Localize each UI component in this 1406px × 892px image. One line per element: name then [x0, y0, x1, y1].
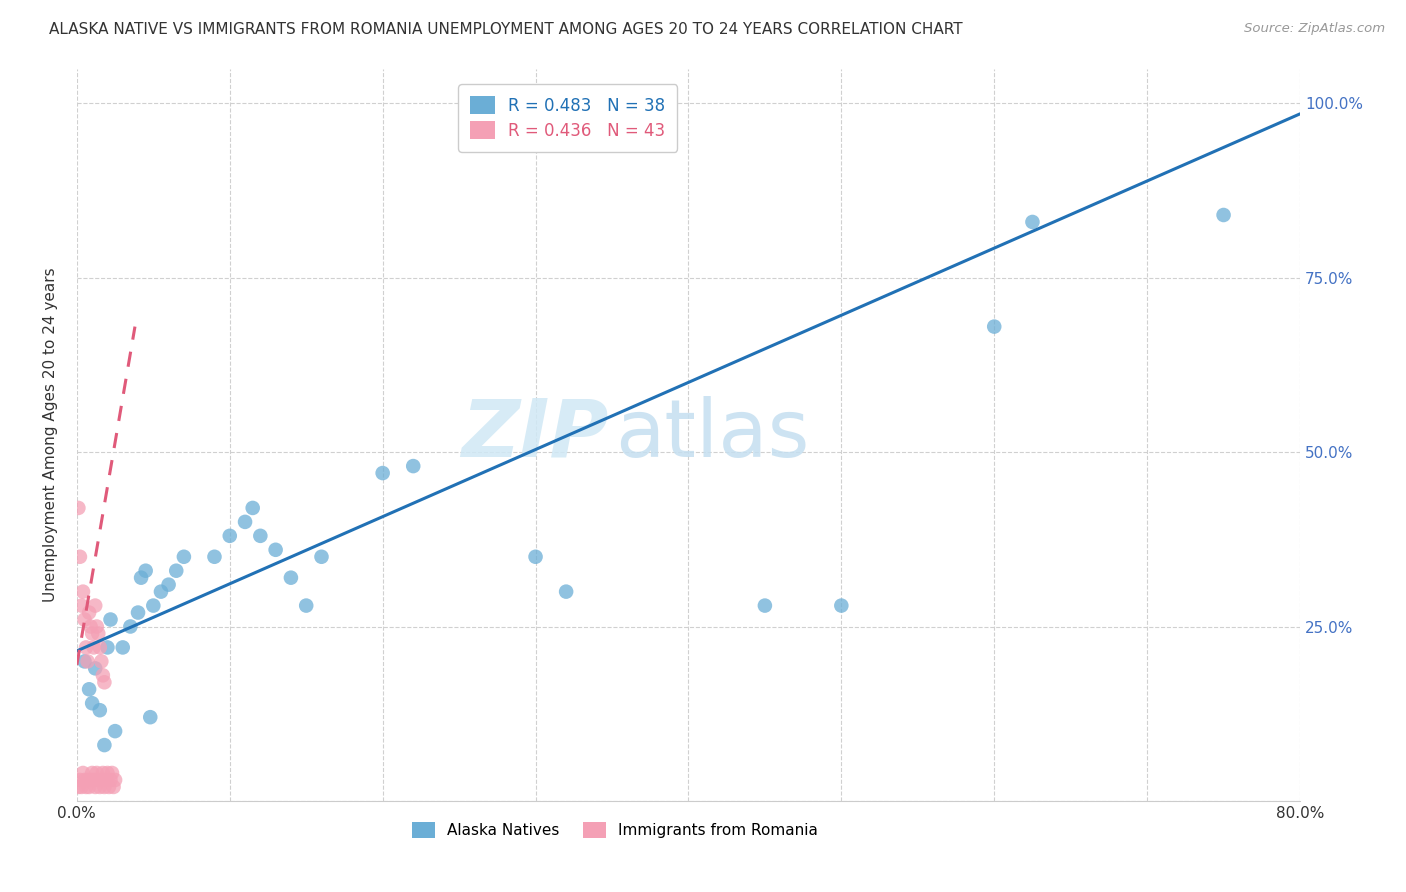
Point	[86, 619, 108, 633]
Point	[89, 703, 111, 717]
Point	[79, 772, 101, 787]
Point	[75, 780, 97, 794]
Legend: Alaska Natives, Immigrants from Romania: Alaska Natives, Immigrants from Romania	[406, 815, 824, 845]
Point	[72, 766, 94, 780]
Point	[82, 766, 104, 780]
Point	[69, 772, 91, 787]
Point	[295, 599, 318, 613]
Point	[233, 515, 256, 529]
Point	[83, 772, 105, 787]
Point	[264, 542, 287, 557]
Point	[402, 459, 425, 474]
Point	[93, 780, 115, 794]
Point	[73, 772, 96, 787]
Point	[754, 599, 776, 613]
Point	[280, 571, 302, 585]
Point	[104, 724, 127, 739]
Point	[93, 675, 115, 690]
Point	[91, 668, 114, 682]
Point	[249, 529, 271, 543]
Point	[1212, 208, 1234, 222]
Point	[93, 738, 115, 752]
Point	[120, 619, 142, 633]
Point	[73, 613, 96, 627]
Point	[70, 780, 93, 794]
Point	[89, 780, 111, 794]
Point	[371, 466, 394, 480]
Point	[983, 319, 1005, 334]
Point	[90, 772, 112, 787]
Point	[242, 500, 264, 515]
Point	[86, 766, 108, 780]
Point	[96, 640, 118, 655]
Point	[83, 640, 105, 655]
Y-axis label: Unemployment Among Ages 20 to 24 years: Unemployment Among Ages 20 to 24 years	[44, 268, 58, 602]
Point	[77, 682, 100, 697]
Point	[142, 599, 165, 613]
Point	[127, 606, 149, 620]
Point	[84, 661, 107, 675]
Point	[70, 599, 93, 613]
Point	[87, 626, 110, 640]
Point	[111, 640, 134, 655]
Point	[165, 564, 187, 578]
Point	[91, 766, 114, 780]
Text: atlas: atlas	[614, 396, 810, 474]
Point	[135, 564, 157, 578]
Point	[204, 549, 226, 564]
Point	[77, 780, 100, 794]
Point	[100, 613, 122, 627]
Point	[79, 619, 101, 633]
Point	[72, 584, 94, 599]
Point	[101, 766, 124, 780]
Point	[103, 780, 125, 794]
Point	[84, 599, 107, 613]
Point	[76, 654, 98, 668]
Point	[311, 549, 333, 564]
Point	[82, 626, 104, 640]
Point	[1021, 215, 1043, 229]
Point	[77, 606, 100, 620]
Point	[96, 766, 118, 780]
Point	[104, 772, 127, 787]
Point	[139, 710, 162, 724]
Point	[73, 654, 96, 668]
Point	[100, 772, 122, 787]
Point	[90, 654, 112, 668]
Point	[524, 549, 547, 564]
Point	[94, 772, 117, 787]
Point	[555, 584, 578, 599]
Point	[67, 780, 90, 794]
Point	[149, 584, 172, 599]
Point	[157, 577, 180, 591]
Point	[67, 500, 90, 515]
Point	[89, 640, 111, 655]
Point	[830, 599, 852, 613]
Point	[75, 640, 97, 655]
Point	[69, 549, 91, 564]
Point	[218, 529, 240, 543]
Point	[98, 780, 121, 794]
Text: Source: ZipAtlas.com: Source: ZipAtlas.com	[1244, 22, 1385, 36]
Point	[173, 549, 195, 564]
Point	[129, 571, 152, 585]
Point	[82, 696, 104, 710]
Text: ZIP: ZIP	[461, 396, 609, 474]
Point	[76, 772, 98, 787]
Point	[87, 772, 110, 787]
Text: ALASKA NATIVE VS IMMIGRANTS FROM ROMANIA UNEMPLOYMENT AMONG AGES 20 TO 24 YEARS : ALASKA NATIVE VS IMMIGRANTS FROM ROMANIA…	[49, 22, 963, 37]
Point	[84, 780, 107, 794]
